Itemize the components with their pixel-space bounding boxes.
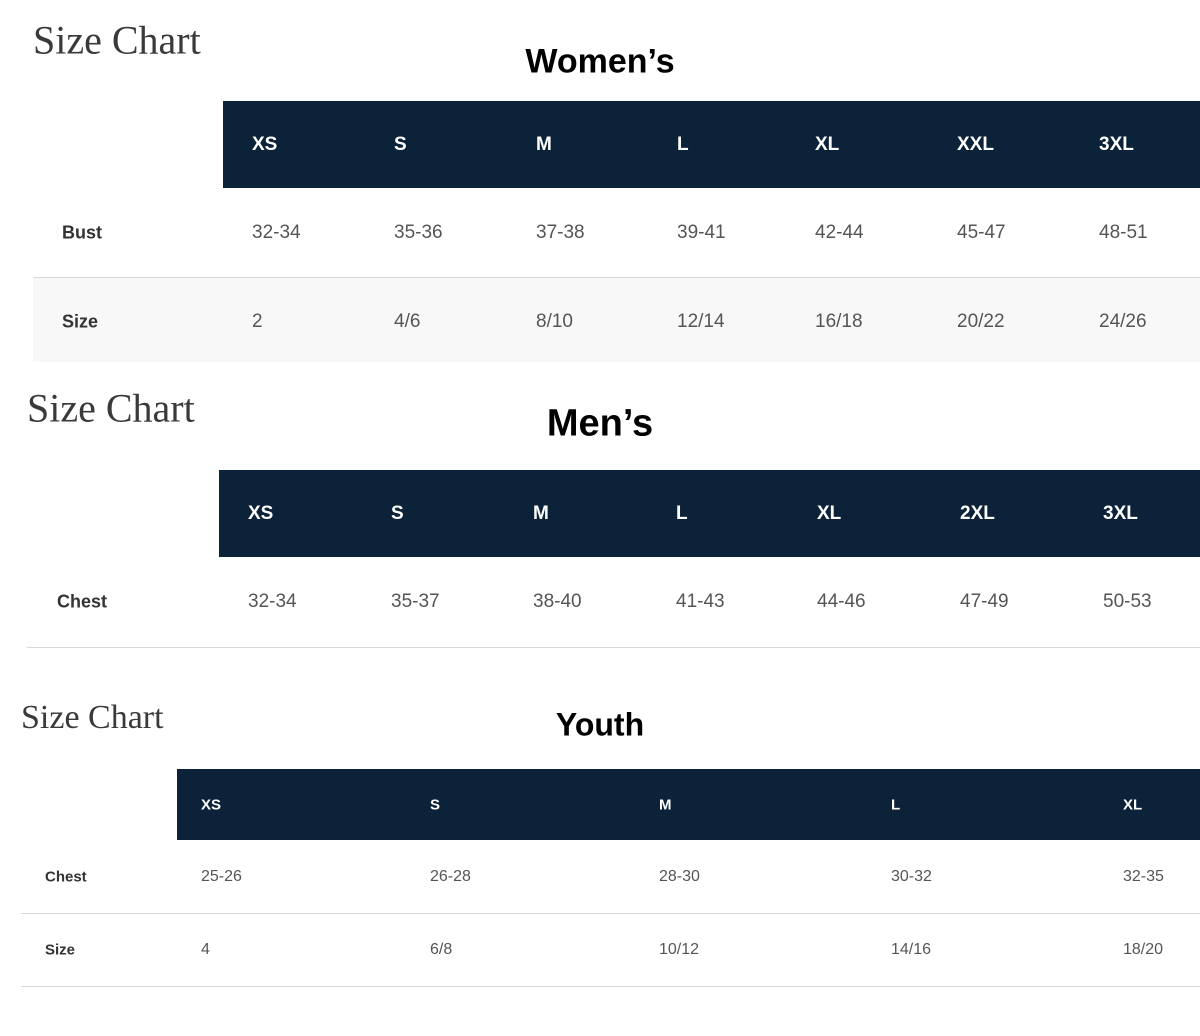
row-label: Chest: [45, 868, 87, 886]
row-label: Size: [62, 311, 99, 332]
section-subtitle: Men’s: [546, 402, 654, 445]
table-cell: 37-38: [536, 222, 585, 243]
header-cell: L: [677, 133, 689, 155]
table-cell: 28-30: [659, 868, 700, 885]
section-title: Size Chart: [21, 699, 164, 736]
table-cell: 10/12: [659, 941, 700, 958]
section-subtitle: Youth: [555, 706, 645, 743]
table-cell: 47-49: [960, 591, 1009, 612]
table-cell: 2: [252, 311, 263, 332]
table-cell: 32-34: [248, 591, 297, 612]
header-cell: XL: [815, 133, 840, 155]
header-cell: S: [391, 502, 404, 524]
section-title: Size Chart: [33, 17, 201, 63]
header-bar: [223, 101, 1200, 188]
table-cell: 25-26: [201, 868, 242, 885]
table-cell: 44-46: [817, 591, 866, 612]
header-cell: XS: [252, 133, 278, 155]
header-cell: XL: [817, 502, 842, 524]
row-divider: [21, 986, 1200, 987]
table-cell: 35-36: [394, 222, 443, 243]
section-subtitle: Women’s: [525, 42, 675, 81]
table-cell: 16/18: [815, 311, 863, 332]
table-cell: 50-53: [1103, 591, 1152, 612]
table-cell: 45-47: [957, 222, 1006, 243]
table-cell: 18/20: [1123, 941, 1164, 958]
header-cell: S: [430, 796, 441, 813]
table-cell: 42-44: [815, 222, 864, 243]
table-cell: 35-37: [391, 591, 440, 612]
header-bar: [219, 470, 1200, 557]
table-cell: 20/22: [957, 311, 1005, 332]
header-cell: XL: [1123, 796, 1143, 813]
row-divider: [27, 647, 1200, 648]
table-cell: 48-51: [1099, 222, 1148, 243]
row-label: Chest: [57, 591, 108, 612]
header-bar: [177, 769, 1200, 840]
header-cell: 3XL: [1099, 133, 1134, 155]
row-label: Bust: [62, 222, 102, 243]
table-cell: 41-43: [676, 591, 725, 612]
header-cell: XXL: [957, 133, 994, 155]
table-cell: 12/14: [677, 311, 725, 332]
table-cell: 4: [201, 941, 210, 958]
header-cell: L: [676, 502, 688, 524]
table-cell: 30-32: [891, 868, 932, 885]
table-cell: 32-35: [1123, 868, 1164, 885]
row-divider: [21, 913, 1200, 914]
row-background: [33, 277, 1200, 362]
row-label: Size: [45, 941, 76, 959]
table-cell: 8/10: [536, 311, 573, 332]
table-cell: 6/8: [430, 941, 453, 958]
header-cell: M: [533, 502, 549, 524]
table-cell: 32-34: [252, 222, 301, 243]
table-cell: 14/16: [891, 941, 932, 958]
header-cell: XS: [248, 502, 274, 524]
table-cell: 38-40: [533, 591, 582, 612]
header-cell: M: [536, 133, 552, 155]
table-cell: 39-41: [677, 222, 726, 243]
table-cell: 4/6: [394, 311, 421, 332]
header-cell: M: [659, 796, 672, 813]
table-cell: 24/26: [1099, 311, 1147, 332]
row-divider: [33, 277, 1200, 278]
section-title: Size Chart: [27, 385, 195, 431]
header-cell: L: [891, 796, 901, 813]
header-cell: S: [394, 133, 407, 155]
header-cell: 3XL: [1103, 502, 1138, 524]
table-cell: 26-28: [430, 868, 471, 885]
header-cell: XS: [201, 796, 222, 813]
header-cell: 2XL: [960, 502, 995, 524]
